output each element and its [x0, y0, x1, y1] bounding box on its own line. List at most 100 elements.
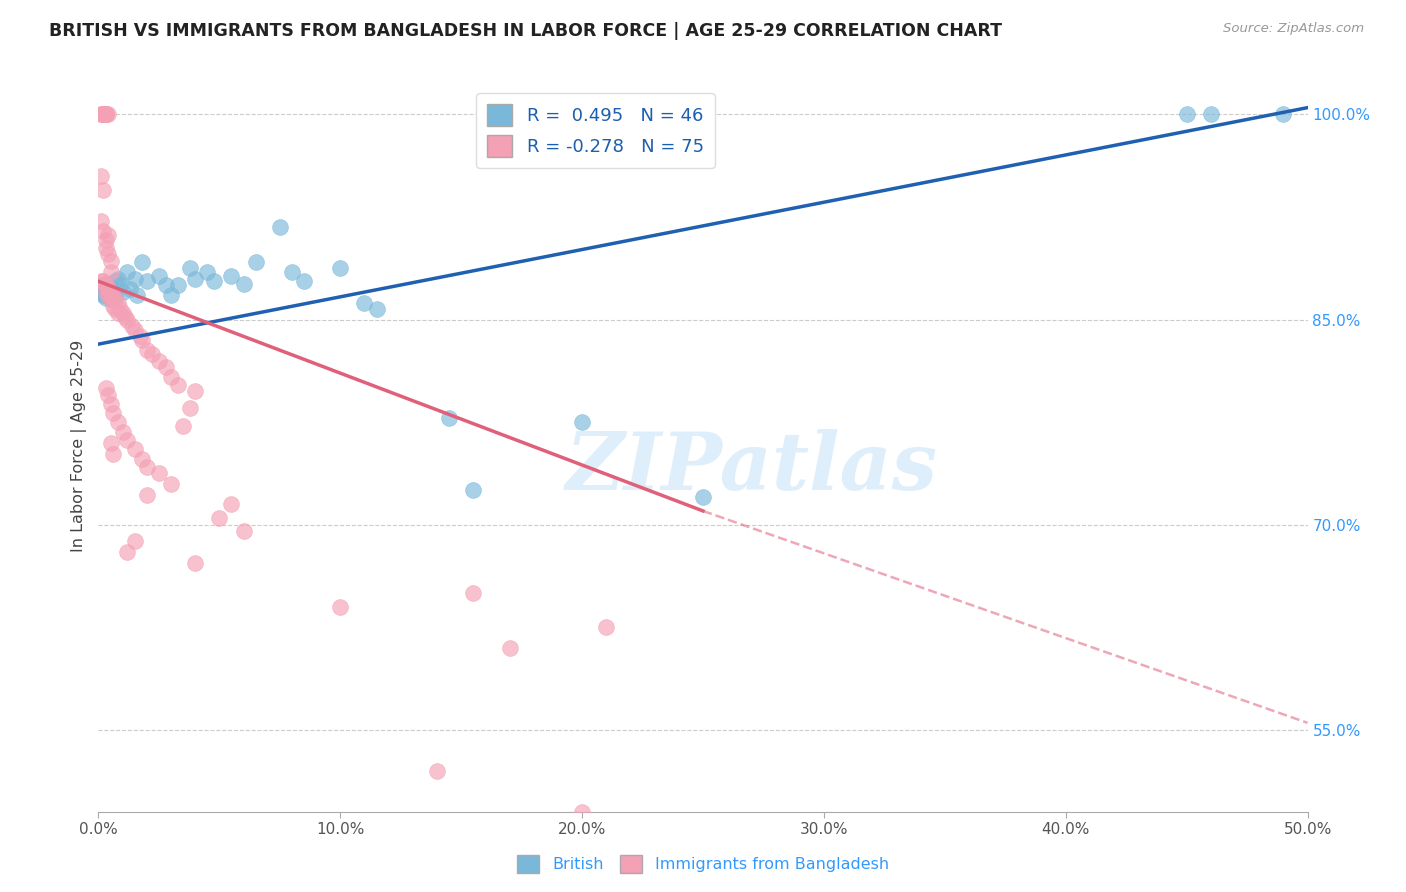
Point [104, 301, 127, 316]
Point [100, 292, 122, 306]
Point [91, 224, 114, 238]
Point [366, 301, 388, 316]
Point [97, 288, 120, 302]
Point [131, 452, 153, 467]
Point [94, 277, 117, 291]
Y-axis label: In Labor Force | Age 25-29: In Labor Force | Age 25-29 [72, 340, 87, 552]
Point [232, 524, 254, 539]
Point [184, 384, 207, 398]
Point [104, 288, 127, 302]
Text: Source: ZipAtlas.com: Source: ZipAtlas.com [1223, 22, 1364, 36]
Legend: British, Immigrants from Bangladesh: British, Immigrants from Bangladesh [510, 848, 896, 880]
Point [329, 599, 352, 614]
Point [463, 586, 485, 600]
Point [127, 288, 149, 302]
Point [90, 107, 112, 121]
Point [107, 415, 129, 429]
Point [91, 107, 114, 121]
Point [155, 278, 177, 293]
Point [141, 347, 163, 361]
Point [107, 306, 129, 320]
Point [160, 288, 183, 302]
Point [114, 310, 136, 324]
Legend: R =  0.495   N = 46, R = -0.278   N = 75: R = 0.495 N = 46, R = -0.278 N = 75 [477, 93, 714, 168]
Point [221, 268, 243, 283]
Point [90, 107, 112, 121]
Point [131, 333, 153, 347]
Point [135, 460, 157, 475]
Point [124, 271, 146, 285]
Point [107, 271, 129, 285]
Point [90, 278, 112, 293]
Point [100, 435, 122, 450]
Point [118, 283, 141, 297]
Point [90, 214, 112, 228]
Point [208, 510, 231, 524]
Point [100, 281, 122, 295]
Point [91, 283, 114, 297]
Point [179, 260, 201, 275]
Point [100, 253, 122, 268]
Point [135, 274, 157, 288]
Point [148, 353, 170, 368]
Point [148, 466, 170, 480]
Point [1272, 107, 1295, 121]
Point [101, 284, 124, 298]
Point [91, 288, 114, 302]
Point [94, 381, 117, 395]
Point [232, 277, 254, 291]
Point [100, 265, 122, 279]
Point [101, 405, 124, 419]
Point [117, 312, 139, 326]
Point [426, 764, 449, 778]
Point [101, 288, 124, 302]
Point [245, 255, 267, 269]
Point [111, 285, 134, 300]
Point [91, 183, 114, 197]
Point [107, 296, 129, 310]
Point [179, 401, 201, 416]
Point [172, 419, 194, 434]
Point [124, 323, 146, 337]
Point [184, 271, 207, 285]
Point [108, 278, 131, 293]
Point [111, 425, 134, 439]
Point [104, 293, 127, 308]
Point [100, 285, 122, 300]
Point [1175, 107, 1198, 121]
Point [117, 433, 139, 447]
Point [155, 360, 177, 375]
Point [135, 487, 157, 501]
Point [97, 107, 120, 121]
Point [167, 378, 190, 392]
Point [94, 107, 117, 121]
Point [131, 255, 153, 269]
Point [184, 556, 207, 570]
Point [97, 279, 120, 293]
Point [117, 265, 139, 279]
Point [692, 490, 714, 504]
Point [94, 285, 117, 300]
Point [148, 268, 170, 283]
Point [523, 876, 546, 890]
Point [167, 278, 190, 293]
Point [128, 329, 150, 343]
Point [94, 233, 117, 247]
Point [94, 242, 117, 256]
Point [100, 397, 122, 411]
Point [124, 442, 146, 457]
Point [97, 247, 120, 261]
Point [160, 476, 183, 491]
Point [204, 274, 226, 288]
Point [90, 274, 112, 288]
Point [281, 265, 304, 279]
Point [97, 388, 120, 402]
Point [124, 534, 146, 549]
Text: BRITISH VS IMMIGRANTS FROM BANGLADESH IN LABOR FORCE | AGE 25-29 CORRELATION CHA: BRITISH VS IMMIGRANTS FROM BANGLADESH IN… [49, 22, 1002, 40]
Point [94, 107, 117, 121]
Point [94, 291, 117, 305]
Point [97, 283, 120, 297]
Point [329, 260, 352, 275]
Point [121, 319, 143, 334]
Point [97, 227, 120, 242]
